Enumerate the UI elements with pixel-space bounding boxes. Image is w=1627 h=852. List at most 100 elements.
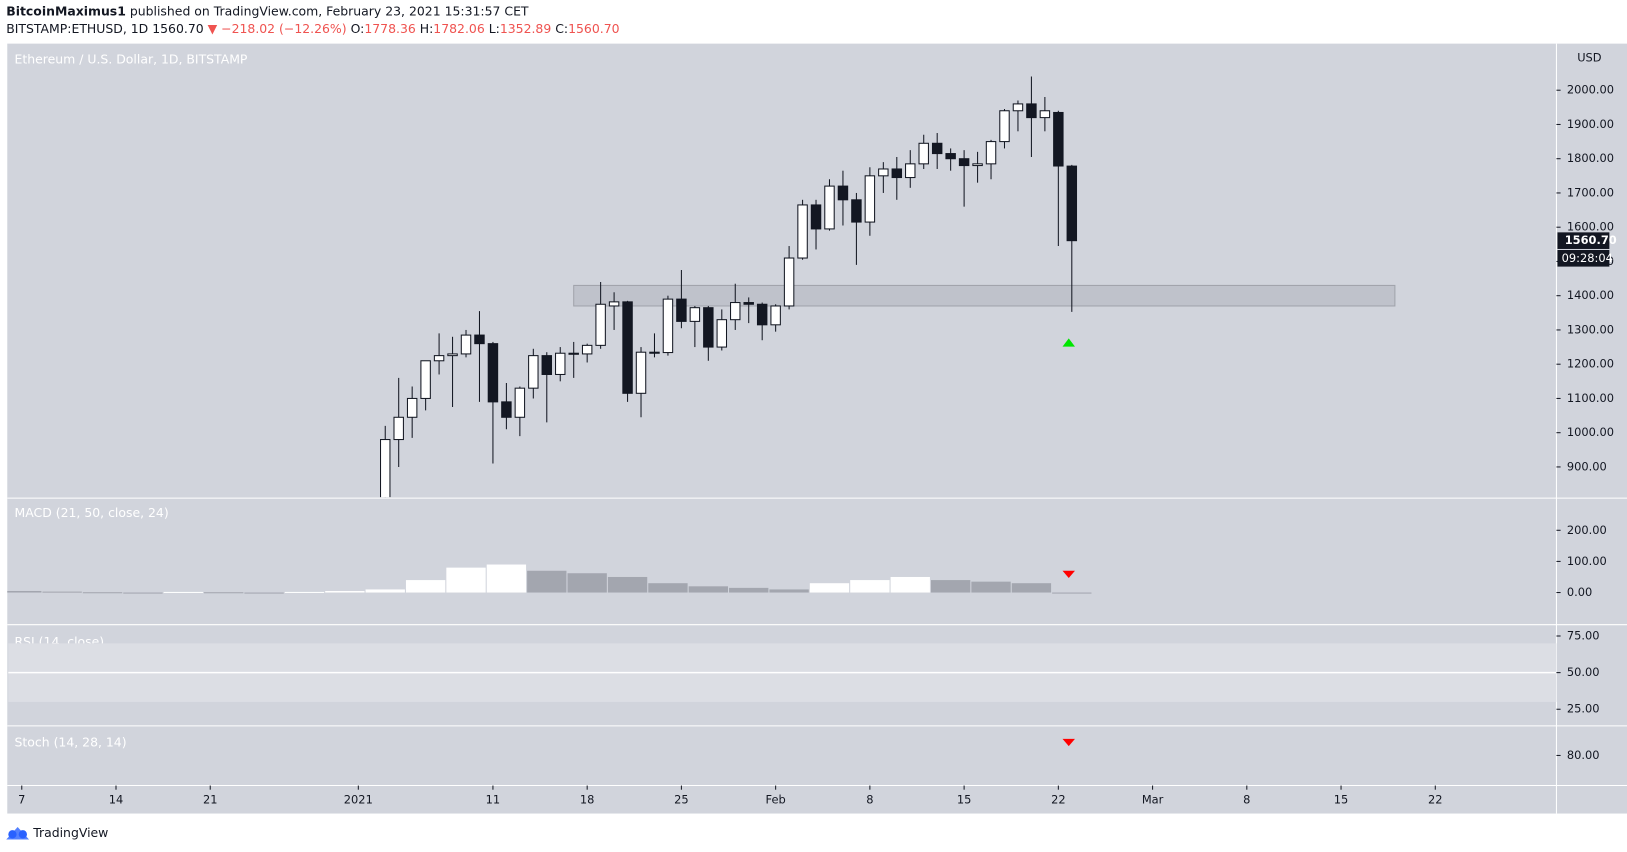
countdown-box [1557, 250, 1610, 267]
candle-body [716, 319, 728, 348]
histogram-bar [204, 592, 244, 594]
histogram-bar [729, 587, 769, 593]
histogram-bar [405, 580, 446, 593]
histogram-bar [7, 590, 42, 593]
x-tick-label: 15 [1334, 793, 1349, 807]
candle-body [581, 344, 593, 355]
sell-signal [1062, 738, 1075, 747]
chart-title: Ethereum / U.S. Dollar, 1D, BITSTAMP [15, 52, 248, 67]
candle-body [999, 110, 1010, 143]
histogram-bar [325, 590, 365, 593]
y-tick-label: 25.00 [1567, 702, 1600, 716]
panel-title: MACD (21, 50, close, 24) [15, 505, 169, 520]
histogram-bar [607, 576, 648, 593]
y-tick-label: 1800.00 [1567, 151, 1614, 165]
y-tick-label: 1600.00 [1567, 220, 1614, 234]
y-tick-label: 2000.00 [1567, 83, 1614, 97]
symbol-line: BITSTAMP:ETHUSD, 1D 1560.70 ▼ −218.02 (−… [6, 21, 619, 36]
candle-body [958, 158, 970, 167]
last-price-label: 1560.70 [1565, 233, 1617, 247]
histogram-bar [809, 583, 850, 593]
ohlc-label: C: [555, 21, 568, 36]
y-tick-label: 1100.00 [1567, 391, 1614, 405]
candle-body [703, 307, 714, 348]
y-tick-label: 1900.00 [1567, 117, 1614, 131]
panel-title: Stoch (14, 28, 14) [15, 734, 127, 749]
candle-body [730, 302, 741, 321]
plot-area [8, 643, 1557, 702]
plot-area [7, 564, 1092, 594]
published: published on TradingView.com, February 2… [130, 3, 529, 18]
candle-body [837, 185, 849, 201]
histogram-bar [365, 589, 405, 593]
candle-body [662, 298, 674, 354]
candle-body [460, 334, 472, 355]
candle-body [676, 298, 687, 322]
histogram-bar [244, 592, 284, 594]
last-price-box [1557, 232, 1610, 249]
candle-body [649, 351, 660, 354]
histogram-bar [769, 589, 809, 593]
y-tick-label: 200.00 [1567, 523, 1607, 537]
candle-body [945, 153, 956, 160]
histogram-bar [567, 573, 607, 593]
x-tick-label: 7 [18, 793, 25, 807]
ohlc-value: 1352.89 [500, 21, 552, 36]
x-tick-label: Feb [766, 793, 786, 807]
symbol: BITSTAMP:ETHUSD, 1D [6, 21, 148, 36]
candle-body [608, 301, 620, 307]
currency: USD [1577, 51, 1602, 65]
y-tick-label: 1200.00 [1567, 357, 1614, 371]
candle-body [824, 185, 835, 230]
x-tick-label: 14 [109, 793, 124, 807]
candle-body [555, 352, 566, 375]
candle-body [770, 305, 781, 326]
x-tick-label: 18 [580, 793, 595, 807]
candle-body [931, 142, 943, 155]
y-tick-label: 1300.00 [1567, 322, 1614, 336]
candle-body [1012, 103, 1024, 112]
buy-signal [1062, 338, 1075, 347]
y-tick-label: 0.00 [1567, 585, 1592, 599]
candle-body [1066, 165, 1078, 242]
candle-body [406, 397, 418, 418]
x-tick-label: 11 [486, 793, 501, 807]
candle-body [797, 204, 808, 259]
histogram-bar [82, 592, 123, 594]
candle-body [501, 401, 512, 418]
x-tick-label: 8 [866, 793, 873, 807]
y-tick-label: 50.00 [1567, 665, 1600, 679]
y-tick-label: 1700.00 [1567, 185, 1614, 199]
y-tick-label: 100.00 [1567, 554, 1607, 568]
x-tick-label: 22 [1051, 793, 1066, 807]
brand: TradingView [32, 825, 108, 840]
ohlc-value: 1782.06 [433, 21, 485, 36]
candle-body [1039, 110, 1051, 119]
ohlc-label: H: [420, 21, 434, 36]
candle-body [420, 360, 431, 399]
candle-body [568, 352, 579, 355]
histogram-bar [930, 580, 971, 593]
candle-body [622, 301, 633, 394]
candle-body [891, 168, 903, 179]
candle-body [972, 163, 983, 167]
histogram-bar [163, 591, 203, 593]
ohlc-value: 1778.36 [364, 21, 416, 36]
x-tick-label: 21 [203, 793, 218, 807]
histogram-bar [971, 581, 1011, 593]
last: 1560.70 [152, 21, 204, 36]
zone [573, 284, 1396, 307]
candle-body [433, 355, 445, 362]
histogram-bar [1052, 592, 1092, 594]
x-tick-label: 25 [674, 793, 689, 807]
histogram-bar [1011, 583, 1052, 593]
candle-body [810, 204, 822, 230]
histogram-bar [850, 580, 890, 593]
x-tick-label: 22 [1428, 793, 1443, 807]
header-line: BitcoinMaximus1 published on TradingView… [6, 3, 529, 18]
candle-body [851, 199, 862, 223]
y-tick-label: 75.00 [1567, 628, 1600, 642]
ohlc-label: L: [489, 21, 500, 36]
x-tick-label: Mar [1142, 793, 1164, 807]
